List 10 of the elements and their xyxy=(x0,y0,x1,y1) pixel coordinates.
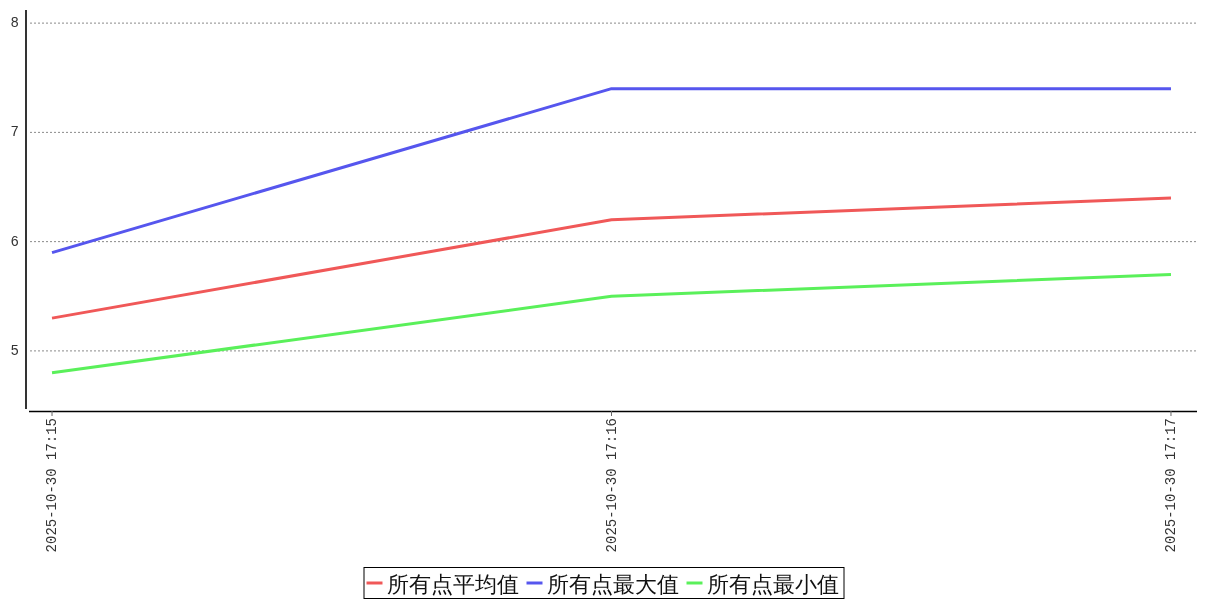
y-tick-label: 6 xyxy=(10,233,19,250)
legend-label: 所有点平均值 xyxy=(386,571,519,596)
x-tick-label: 2025-10-30 17:15 xyxy=(44,418,60,553)
y-tick-label: 5 xyxy=(10,342,19,359)
legend-label: 所有点最小值 xyxy=(706,571,839,596)
legend-label: 所有点最大值 xyxy=(546,571,679,596)
y-tick-label: 7 xyxy=(10,124,19,141)
x-tick-label: 2025-10-30 17:17 xyxy=(1163,418,1179,553)
x-tick-label: 2025-10-30 17:16 xyxy=(603,418,620,553)
y-tick-label: 8 xyxy=(10,15,19,32)
